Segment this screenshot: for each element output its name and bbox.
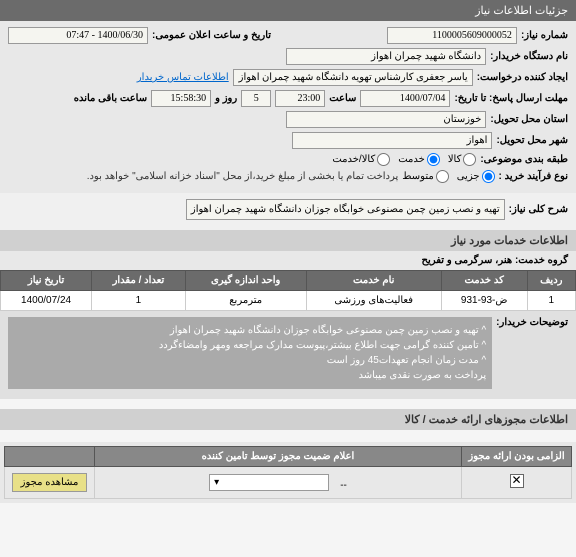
hour-label: ساعت [329,93,356,104]
radio-both[interactable]: کالا/خدمت [332,153,390,166]
province-field: خوزستان [286,111,486,128]
action-cell: مشاهده مجوز [5,467,95,499]
need-number-label: شماره نیاز: [521,30,568,41]
buyer-field: دانشگاه شهید چمران اهواز [286,48,486,65]
radio-goods[interactable]: کالا [448,153,477,166]
desc-line3: ^ مدت زمان انجام تعهدات45 روز است [14,353,486,368]
declare-value: -- [340,480,347,491]
radio-partial[interactable]: جزیی [457,170,495,183]
general-desc-section: شرح کلی نیاز: تهیه و نصب زمین چمن مصنوعی… [0,193,576,230]
datetime-label: تاریخ و ساعت اعلان عمومی: [152,30,271,41]
view-permit-button[interactable]: مشاهده مجوز [12,473,88,492]
desc-line4: پرداخت به صورت نقدی میباشد [14,368,486,383]
auth-header: اطلاعات مجوزهای ارائه خدمت / کالا [0,409,576,430]
deadline-hour-field: 23:00 [275,90,325,107]
requester-field: یاسر جعفری کارشناس تهویه دانشگاه شهید چم… [233,69,473,86]
group-label: گروه خدمت: [515,255,568,266]
group-row: گروه خدمت: هنر، سرگرمی و تفریح [0,251,576,270]
table-row: 1 ض-93-931 فعالیت‌های ورزشی مترمربع 1 14… [1,291,576,311]
auth-table: الزامی بودن ارائه مجوز اعلام ضمیت مجوز ت… [4,446,572,499]
service-table: ردیف کد خدمت نام خدمت واحد اندازه گیری ت… [0,270,576,311]
chevron-down-icon: ▾ [214,477,219,488]
radio-service-input[interactable] [427,153,440,166]
mandatory-cell [462,467,572,499]
process-radio-group: جزیی متوسط [402,170,494,183]
cell-code: ض-93-931 [441,291,527,311]
th-qty: تعداد / مقدار [92,271,186,291]
deadline-label: مهلت ارسال پاسخ: تا تاریخ: [454,93,568,104]
th-row: ردیف [527,271,575,291]
th-mandatory: الزامی بودن ارائه مجوز [462,447,572,467]
cell-num: 1 [527,291,575,311]
category-radio-group: کالا خدمت کالا/خدمت [332,153,476,166]
city-label: شهر محل تحویل: [496,135,568,146]
radio-medium-input[interactable] [436,170,449,183]
form-section: شماره نیاز: 1100005609000052 تاریخ و ساع… [0,21,576,193]
radio-partial-input[interactable] [482,170,495,183]
th-declare: اعلام ضمیت مجوز توسط تامین کننده [95,447,462,467]
th-code: کد خدمت [441,271,527,291]
deadline-date-field: 1400/07/04 [360,90,450,107]
province-label: استان محل تحویل: [490,114,568,125]
category-label: طبقه بندی موضوعی: [480,154,568,165]
th-date: تاریخ نیاز [1,271,92,291]
cell-unit: مترمربع [185,291,306,311]
auth-section: الزامی بودن ارائه مجوز اعلام ضمیت مجوز ت… [0,442,576,503]
th-unit: واحد اندازه گیری [185,271,306,291]
desc-line1: ^ تهیه و نصب زمین چمن مصنوعی خوابگاه جوز… [14,323,486,338]
mandatory-checkbox[interactable] [510,474,524,488]
radio-both-input[interactable] [377,153,390,166]
contact-link[interactable]: اطلاعات تماس خریدار [137,72,229,83]
cell-date: 1400/07/24 [1,291,92,311]
need-number-field: 1100005609000052 [387,27,517,44]
remaining-time-field: 15:58:30 [151,90,211,107]
desc-line2: ^ تامین کننده گرامی جهت اطلاع بیشتر،پیوس… [14,338,486,353]
header-title: جزئیات اطلاعات نیاز [475,5,568,17]
process-label: نوع فرآیند خرید : [499,171,568,182]
buyer-label: نام دستگاه خریدار: [490,51,568,62]
th-name: نام خدمت [306,271,441,291]
buyer-desc-content: ^ تهیه و نصب زمین چمن مصنوعی خوابگاه جوز… [8,317,492,389]
group-value: هنر، سرگرمی و تفریح [421,255,512,266]
general-desc-content: تهیه و نصب زمین چمن مصنوعی خوابگاه جوزان… [186,199,505,220]
services-header: اطلاعات خدمات مورد نیاز [0,230,576,251]
page-header: جزئیات اطلاعات نیاز [0,0,576,21]
datetime-field: 1400/06/30 - 07:47 [8,27,148,44]
th-action [5,447,95,467]
radio-service[interactable]: خدمت [398,153,440,166]
city-field: اهواز [292,132,492,149]
auth-row: -- ▾ مشاهده مجوز [5,467,572,499]
deadline-days-field: 5 [241,90,271,107]
radio-medium[interactable]: متوسط [402,170,448,183]
requester-label: ایجاد کننده درخواست: [477,72,568,83]
buyer-desc-section: توضیحات خریدار: ^ تهیه و نصب زمین چمن مص… [0,311,576,399]
cell-name: فعالیت‌های ورزشی [306,291,441,311]
buyer-desc-label: توضیحات خریدار: [496,317,568,328]
declare-dropdown[interactable]: ▾ [209,474,329,491]
day-label: روز و [215,93,237,104]
declare-cell: -- ▾ [95,467,462,499]
remaining-label: ساعت باقی مانده [74,93,147,104]
general-desc-label: شرح کلی نیاز: [509,204,568,215]
cell-qty: 1 [92,291,186,311]
radio-goods-input[interactable] [463,153,476,166]
payment-note: پرداخت تمام یا بخشی از مبلغ خرید،از محل … [87,171,399,182]
